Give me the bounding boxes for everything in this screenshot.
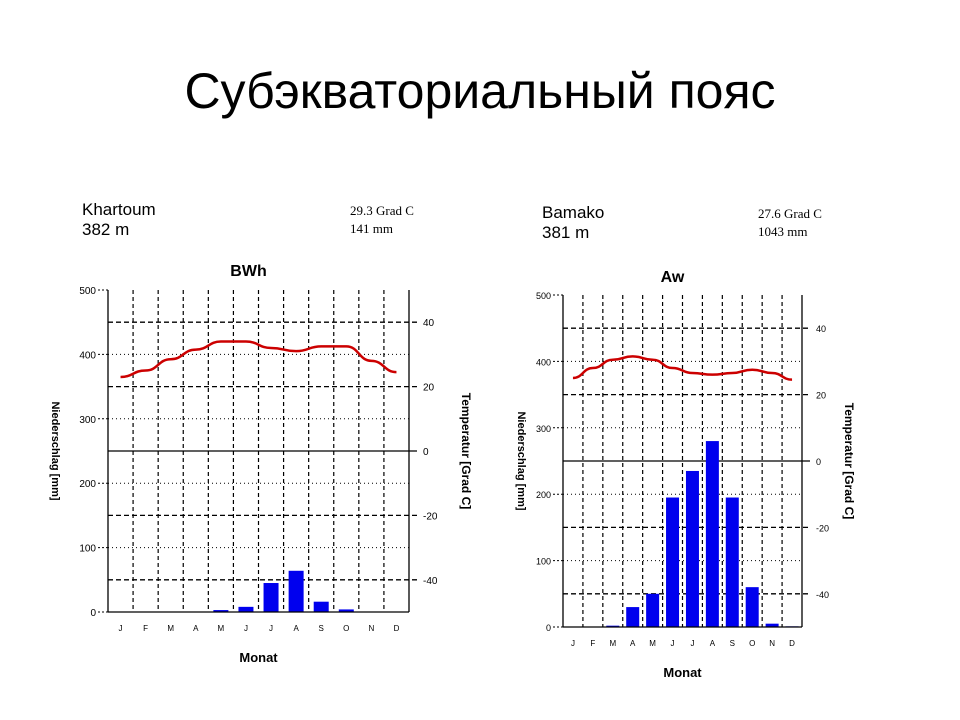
mean-temperature: 27.6 Grad C xyxy=(758,206,822,221)
slide-title: Субэкваториальный пояс xyxy=(184,63,776,119)
x-tick-label: J xyxy=(244,624,248,633)
x-tick-label: O xyxy=(343,624,349,633)
chart-title: BWh xyxy=(230,263,266,280)
station-name: Khartoum xyxy=(82,200,156,219)
station-elevation: 381 m xyxy=(542,223,590,242)
station-info-khartoum: Khartoum 382 m xyxy=(82,200,156,240)
x-axis-label: Monat xyxy=(239,650,278,665)
precipitation-bar xyxy=(238,606,254,612)
y2-tick-label: 40 xyxy=(423,318,435,329)
precipitation-bar xyxy=(213,610,229,612)
y-tick-label: 400 xyxy=(79,350,96,361)
precipitation-bar xyxy=(263,583,279,612)
y-tick-label: 0 xyxy=(90,608,96,619)
y2-tick-label: 20 xyxy=(423,383,435,394)
x-tick-label: M xyxy=(218,624,225,633)
station-stats-bamako: 27.6 Grad C 1043 mm xyxy=(758,205,822,241)
x-tick-label: M xyxy=(167,624,174,633)
plot-area: 0 100 200 300 400 500 -40 -20 0 20 40 J F M A M J J A S O N D B… xyxy=(49,263,473,665)
y-tick-label: 300 xyxy=(79,415,96,426)
x-tick-label: D xyxy=(394,624,400,633)
temperature-line xyxy=(120,340,397,379)
y-tick-label: 100 xyxy=(79,544,96,555)
y2-tick-label: 0 xyxy=(423,447,429,458)
x-tick-label: J xyxy=(119,624,123,633)
station-stats-khartoum: 29.3 Grad C 141 mm xyxy=(350,202,414,238)
y-tick-label: 200 xyxy=(79,479,96,490)
x-tick-label: N xyxy=(368,624,374,633)
x-tick-label: F xyxy=(143,624,148,633)
x-tick-label: J xyxy=(269,624,273,633)
y-tick-label: 500 xyxy=(79,286,96,297)
annual-precipitation: 141 mm xyxy=(350,221,393,236)
y-axis-label: Niederschlag [mm] xyxy=(49,401,61,500)
x-tick-label: A xyxy=(193,624,199,633)
precipitation-bar xyxy=(288,570,304,612)
precipitation-bar xyxy=(313,601,329,612)
station-info-bamako: Bamako 381 m xyxy=(542,203,604,243)
mean-temperature: 29.3 Grad C xyxy=(350,203,414,218)
precipitation-bar xyxy=(338,609,354,612)
y2-tick-label: -20 xyxy=(423,511,438,522)
station-elevation: 382 m xyxy=(82,220,130,239)
x-tick-label: A xyxy=(293,624,299,633)
annual-precipitation: 1043 mm xyxy=(758,224,808,239)
station-name: Bamako xyxy=(542,203,605,222)
x-tick-label: S xyxy=(319,624,324,633)
y2-axis-label: Temperatur [Grad C] xyxy=(459,393,473,509)
y2-tick-label: -40 xyxy=(423,576,438,587)
